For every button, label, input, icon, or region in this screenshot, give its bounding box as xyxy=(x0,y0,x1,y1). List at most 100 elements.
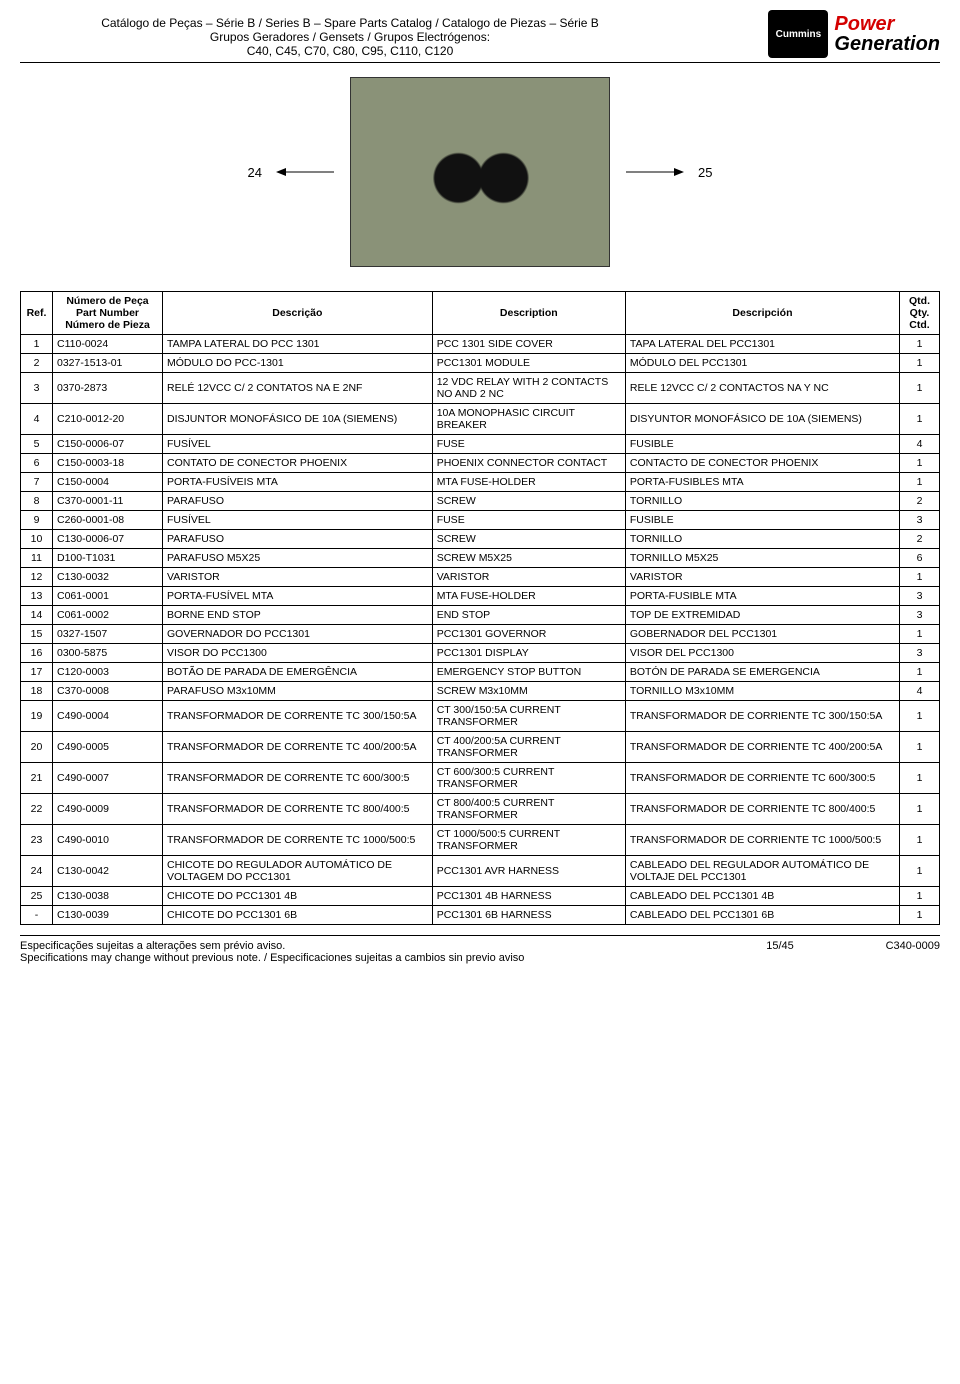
cell-part-number: C150-0006-07 xyxy=(53,435,163,454)
cell-desc-es: CABLEADO DEL PCC1301 6B xyxy=(625,906,899,925)
cell-desc-es: TRANSFORMADOR DE CORRIENTE TC 400/200:5A xyxy=(625,732,899,763)
table-row: 22C490-0009TRANSFORMADOR DE CORRENTE TC … xyxy=(21,794,940,825)
cell-ref: 16 xyxy=(21,644,53,663)
table-row: 6C150-0003-18CONTATO DE CONECTOR PHOENIX… xyxy=(21,454,940,473)
parts-table: Ref. Número de Peça Part Number Número d… xyxy=(20,291,940,925)
cell-ref: 8 xyxy=(21,492,53,511)
cell-desc-es: TRANSFORMADOR DE CORRIENTE TC 300/150:5A xyxy=(625,701,899,732)
cell-desc-en: CT 300/150:5A CURRENT TRANSFORMER xyxy=(432,701,625,732)
cell-desc-en: CT 1000/500:5 CURRENT TRANSFORMER xyxy=(432,825,625,856)
cell-desc-es: DISYUNTOR MONOFÁSICO DE 10A (SIEMENS) xyxy=(625,404,899,435)
cell-qty: 1 xyxy=(900,373,940,404)
cell-part-number: C110-0024 xyxy=(53,335,163,354)
cell-desc-es: FUSIBLE xyxy=(625,511,899,530)
footer-note-1: Especificações sujeitas a alterações sem… xyxy=(20,940,740,952)
cell-desc-es: TRANSFORMADOR DE CORRIENTE TC 1000/500:5 xyxy=(625,825,899,856)
cell-desc-en: END STOP xyxy=(432,606,625,625)
cell-ref: 23 xyxy=(21,825,53,856)
table-row: 10C130-0006-07PARAFUSOSCREWTORNILLO2 xyxy=(21,530,940,549)
cell-desc-es: TORNILLO xyxy=(625,530,899,549)
cell-desc-pt: BOTÃO DE PARADA DE EMERGÊNCIA xyxy=(163,663,433,682)
cell-part-number: C150-0003-18 xyxy=(53,454,163,473)
cell-desc-en: MTA FUSE-HOLDER xyxy=(432,587,625,606)
cell-part-number: C370-0008 xyxy=(53,682,163,701)
cell-desc-pt: VARISTOR xyxy=(163,568,433,587)
th-descripcion: Descripción xyxy=(625,292,899,335)
cell-ref: 19 xyxy=(21,701,53,732)
arrow-left-icon xyxy=(276,165,336,179)
cell-ref: 15 xyxy=(21,625,53,644)
cell-desc-en: PHOENIX CONNECTOR CONTACT xyxy=(432,454,625,473)
cell-ref: 5 xyxy=(21,435,53,454)
cell-desc-pt: TRANSFORMADOR DE CORRENTE TC 400/200:5A xyxy=(163,732,433,763)
cell-desc-pt: TRANSFORMADOR DE CORRENTE TC 800/400:5 xyxy=(163,794,433,825)
cell-desc-en: SCREW M3x10MM xyxy=(432,682,625,701)
cell-desc-es: VARISTOR xyxy=(625,568,899,587)
cell-desc-en: FUSE xyxy=(432,435,625,454)
cell-desc-en: VARISTOR xyxy=(432,568,625,587)
cell-desc-pt: TRANSFORMADOR DE CORRENTE TC 300/150:5A xyxy=(163,701,433,732)
header-rule xyxy=(20,62,940,63)
cell-qty: 1 xyxy=(900,625,940,644)
table-row: 8C370-0001-11PARAFUSOSCREWTORNILLO2 xyxy=(21,492,940,511)
header-line2: Grupos Geradores / Gensets / Grupos Elec… xyxy=(20,30,680,44)
cell-desc-pt: GOVERNADOR DO PCC1301 xyxy=(163,625,433,644)
cell-desc-es: TORNILLO M5X25 xyxy=(625,549,899,568)
cell-ref: 25 xyxy=(21,887,53,906)
cell-ref: 22 xyxy=(21,794,53,825)
cell-desc-es: GOBERNADOR DEL PCC1301 xyxy=(625,625,899,644)
cell-part-number: C130-0006-07 xyxy=(53,530,163,549)
cell-ref: 2 xyxy=(21,354,53,373)
cell-ref: 6 xyxy=(21,454,53,473)
cell-part-number: C370-0001-11 xyxy=(53,492,163,511)
table-row: 21C490-0007TRANSFORMADOR DE CORRENTE TC … xyxy=(21,763,940,794)
cell-qty: 1 xyxy=(900,856,940,887)
table-row: 18C370-0008PARAFUSO M3x10MMSCREW M3x10MM… xyxy=(21,682,940,701)
cell-ref: 11 xyxy=(21,549,53,568)
cell-ref: 13 xyxy=(21,587,53,606)
table-row: 160300-5875VISOR DO PCC1300PCC1301 DISPL… xyxy=(21,644,940,663)
cell-part-number: C061-0002 xyxy=(53,606,163,625)
cell-desc-pt: PORTA-FUSÍVEIS MTA xyxy=(163,473,433,492)
cell-desc-pt: BORNE END STOP xyxy=(163,606,433,625)
cell-desc-en: SCREW xyxy=(432,492,625,511)
cell-qty: 3 xyxy=(900,644,940,663)
power-word: Power xyxy=(834,13,894,35)
cell-desc-en: MTA FUSE-HOLDER xyxy=(432,473,625,492)
cell-ref: 24 xyxy=(21,856,53,887)
table-row: 25C130-0038CHICOTE DO PCC1301 4BPCC1301 … xyxy=(21,887,940,906)
cell-part-number: 0370-2873 xyxy=(53,373,163,404)
cell-part-number: C061-0001 xyxy=(53,587,163,606)
cell-desc-pt: PARAFUSO xyxy=(163,530,433,549)
cell-part-number: C130-0039 xyxy=(53,906,163,925)
cell-qty: 1 xyxy=(900,454,940,473)
table-row: 1C110-0024TAMPA LATERAL DO PCC 1301PCC 1… xyxy=(21,335,940,354)
cell-desc-en: FUSE xyxy=(432,511,625,530)
cell-qty: 1 xyxy=(900,473,940,492)
cell-desc-es: VISOR DEL PCC1300 xyxy=(625,644,899,663)
table-row: 13C061-0001PORTA-FUSÍVEL MTAMTA FUSE-HOL… xyxy=(21,587,940,606)
page-number: 15/45 xyxy=(740,940,820,964)
cell-desc-en: PCC1301 6B HARNESS xyxy=(432,906,625,925)
cell-desc-pt: CONTATO DE CONECTOR PHOENIX xyxy=(163,454,433,473)
cell-ref: 14 xyxy=(21,606,53,625)
footer-left: Especificações sujeitas a alterações sem… xyxy=(20,940,740,964)
cell-qty: 3 xyxy=(900,511,940,530)
cell-qty: 3 xyxy=(900,587,940,606)
cell-qty: 1 xyxy=(900,354,940,373)
cell-part-number: C130-0032 xyxy=(53,568,163,587)
th-ref: Ref. xyxy=(21,292,53,335)
cell-qty: 1 xyxy=(900,701,940,732)
cell-desc-pt: CHICOTE DO PCC1301 6B xyxy=(163,906,433,925)
cell-desc-es: MÓDULO DEL PCC1301 xyxy=(625,354,899,373)
callout-left: 24 xyxy=(248,165,262,180)
cell-desc-en: CT 800/400:5 CURRENT TRANSFORMER xyxy=(432,794,625,825)
power-generation-wordmark: Power Generation xyxy=(834,14,940,54)
cell-desc-es: PORTA-FUSIBLES MTA xyxy=(625,473,899,492)
cell-desc-es: BOTÓN DE PARADA SE EMERGENCIA xyxy=(625,663,899,682)
table-row: -C130-0039CHICOTE DO PCC1301 6BPCC1301 6… xyxy=(21,906,940,925)
page-footer: Especificações sujeitas a alterações sem… xyxy=(20,940,940,964)
table-row: 4C210-0012-20DISJUNTOR MONOFÁSICO DE 10A… xyxy=(21,404,940,435)
cell-desc-en: PCC 1301 SIDE COVER xyxy=(432,335,625,354)
cell-ref: 1 xyxy=(21,335,53,354)
